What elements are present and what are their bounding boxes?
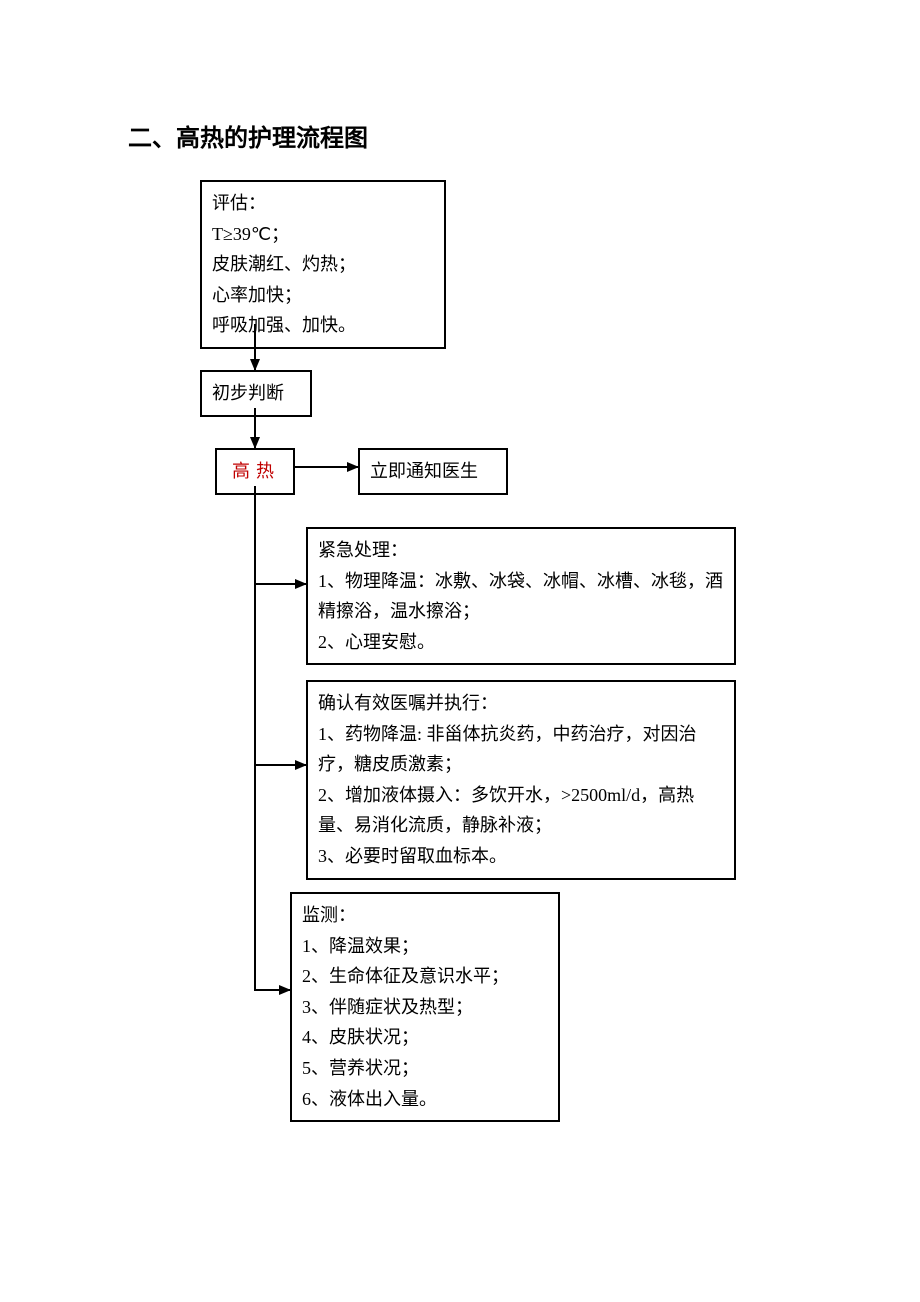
text-line: 1、降温效果； (302, 931, 548, 962)
text-line: 3、伴随症状及热型； (302, 992, 548, 1023)
node-fever-label: 高热 (232, 461, 280, 481)
node-monitor: 监测：1、降温效果；2、生命体征及意识水平；3、伴随症状及热型；4、皮肤状况；5… (290, 892, 560, 1122)
page-title: 二、高热的护理流程图 (128, 118, 368, 153)
text-line: 紧急处理： (318, 535, 724, 566)
edge-fever-orders (255, 486, 306, 765)
node-notify-doctor: 立即通知医生 (358, 448, 508, 495)
node-doctor-orders: 确认有效医嘱并执行：1、药物降温: 非甾体抗炎药，中药治疗，对因治疗，糖皮质激素… (306, 680, 736, 880)
text-line: 皮肤潮红、灼热； (212, 249, 434, 280)
text-line: T≥39℃； (212, 219, 434, 250)
text-line: 3、必要时留取血标本。 (318, 841, 724, 872)
text-line: 心率加快； (212, 280, 434, 311)
text-line: 6、液体出入量。 (302, 1084, 548, 1115)
edge-fever-monitor (255, 486, 290, 990)
text-line: 确认有效医嘱并执行： (318, 688, 724, 719)
text-line: 1、物理降温：冰敷、冰袋、冰帽、冰槽、冰毯，酒精擦浴，温水擦浴； (318, 566, 724, 627)
flowchart-canvas: 二、高热的护理流程图 评估： T≥39℃；皮肤潮红、灼热；心率加快；呼吸加强、加… (0, 0, 920, 1302)
node-assess: 评估： T≥39℃；皮肤潮红、灼热；心率加快；呼吸加强、加快。 (200, 180, 446, 349)
text-line: 4、皮肤状况； (302, 1022, 548, 1053)
node-notify-label: 立即通知医生 (370, 461, 478, 481)
text-line: 监测： (302, 900, 548, 931)
text-line: 5、营养状况； (302, 1053, 548, 1084)
text-line: 2、增加液体摄入：多饮开水，>2500ml/d，高热量、易消化流质，静脉补液； (318, 780, 724, 841)
edge-fever-emergency (255, 486, 306, 584)
text-line: 1、药物降温: 非甾体抗炎药，中药治疗，对因治疗，糖皮质激素； (318, 719, 724, 780)
node-preliminary-judgment: 初步判断 (200, 370, 312, 417)
text-line: 评估： (212, 188, 434, 219)
node-prelim-label: 初步判断 (212, 383, 284, 403)
node-emergency-handling: 紧急处理：1、物理降温：冰敷、冰袋、冰帽、冰槽、冰毯，酒精擦浴，温水擦浴；2、心… (306, 527, 736, 665)
text-line: 2、心理安慰。 (318, 627, 724, 658)
text-line: 2、生命体征及意识水平； (302, 961, 548, 992)
text-line: 呼吸加强、加快。 (212, 310, 434, 341)
node-high-fever: 高热 (215, 448, 295, 495)
